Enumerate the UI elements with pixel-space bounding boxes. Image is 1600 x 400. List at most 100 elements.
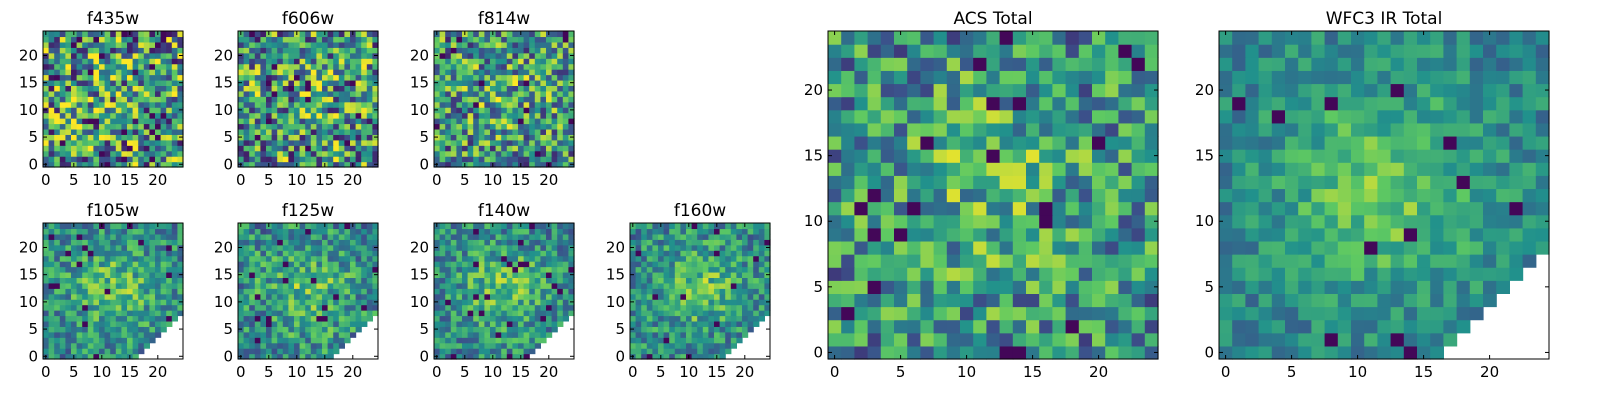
heatmap-cell	[143, 58, 150, 65]
heatmap-cell	[1092, 319, 1106, 334]
heatmap-cell	[445, 118, 452, 125]
heatmap-cell	[361, 255, 368, 262]
heatmap-cell	[327, 156, 334, 163]
heatmap-cell	[82, 79, 89, 86]
heatmap-cell	[305, 277, 312, 284]
heatmap-cell	[132, 31, 139, 38]
axes-frame	[433, 222, 575, 360]
heatmap-cell	[450, 47, 457, 54]
heatmap-cell	[1039, 293, 1053, 308]
heatmap-cell	[960, 306, 974, 321]
heatmap-cell	[867, 135, 882, 150]
heatmap-cell	[299, 293, 306, 300]
heatmap-cell	[155, 90, 162, 97]
heatmap-cell	[1012, 227, 1027, 242]
heatmap-cell	[652, 331, 659, 338]
heatmap-cell	[338, 112, 345, 119]
heatmap-cell	[999, 96, 1014, 111]
x-tick-label: 20	[343, 171, 362, 189]
heatmap-cell	[87, 85, 94, 92]
heatmap-cell	[462, 74, 469, 81]
heatmap-cell	[1105, 214, 1119, 229]
heatmap-cell	[540, 326, 547, 333]
heatmap-cell	[110, 310, 117, 317]
heatmap-cell	[568, 228, 575, 235]
heatmap-cell	[920, 83, 935, 98]
heatmap-cell	[322, 293, 329, 300]
heatmap-cell	[288, 101, 295, 108]
heatmap-cell	[434, 261, 441, 268]
heatmap-cell	[76, 145, 83, 152]
heatmap-cell	[753, 266, 760, 273]
heatmap-cell	[76, 271, 83, 278]
heatmap-cell	[48, 74, 55, 81]
heatmap-cell	[266, 52, 273, 59]
heatmap-cell	[854, 306, 869, 321]
heatmap-cell	[99, 299, 106, 306]
heatmap-cell	[540, 31, 547, 38]
heatmap-cell	[127, 337, 134, 344]
heatmap-cell	[880, 280, 895, 294]
heatmap-cell	[260, 255, 267, 262]
heatmap-cell	[551, 282, 558, 289]
heatmap-cell	[758, 233, 765, 240]
y-tick-label: 10	[214, 293, 233, 311]
heatmap-cell	[93, 348, 100, 355]
heatmap-cell	[562, 134, 569, 141]
heatmap-cell	[973, 306, 987, 321]
heatmap-cell	[518, 85, 525, 92]
heatmap-cell	[1092, 254, 1106, 268]
heatmap-cell	[87, 58, 94, 65]
heatmap-cell	[305, 123, 312, 130]
heatmap-cell	[736, 293, 743, 300]
heatmap-cell	[635, 223, 642, 230]
heatmap-cell	[473, 223, 480, 230]
heatmap-cell	[562, 223, 569, 230]
heatmap-cell	[467, 123, 474, 130]
heatmap-cell	[467, 282, 474, 289]
heatmap-cell	[562, 239, 569, 246]
heatmap-cell	[506, 150, 513, 157]
heatmap-cell	[305, 118, 312, 125]
heatmap-cell	[338, 299, 345, 306]
heatmap-cell	[484, 69, 491, 76]
heatmap-cell	[243, 348, 250, 355]
heatmap-cell	[562, 156, 569, 163]
heatmap-cell	[48, 326, 55, 333]
heatmap-cell	[299, 244, 306, 251]
heatmap-cell	[316, 90, 323, 97]
heatmap-cell	[316, 233, 323, 240]
heatmap-cell	[462, 101, 469, 108]
heatmap-cell	[132, 74, 139, 81]
heatmap-cell	[753, 255, 760, 262]
heatmap-cell	[344, 128, 351, 135]
heatmap-cell	[104, 320, 111, 327]
heatmap-cell	[439, 63, 446, 70]
heatmap-cell	[143, 161, 150, 168]
heatmap-cell	[327, 107, 334, 114]
heatmap-cell	[243, 255, 250, 262]
heatmap-cell	[439, 233, 446, 240]
y-tick-label: 20	[606, 238, 625, 256]
heatmap-cell	[104, 239, 111, 246]
heatmap-cell	[568, 74, 575, 81]
heatmap-cell	[450, 41, 457, 48]
heatmap-cell	[76, 107, 83, 114]
heatmap-cell	[115, 223, 122, 230]
heatmap-cell	[260, 150, 267, 157]
heatmap-cell	[305, 348, 312, 355]
heatmap-cell	[71, 233, 78, 240]
heatmap-cell	[333, 326, 340, 333]
heatmap-cell	[562, 288, 569, 295]
heatmap-cell	[523, 134, 530, 141]
heatmap-cell	[299, 304, 306, 311]
heatmap-cell	[894, 201, 908, 216]
heatmap-cell	[43, 85, 50, 92]
heatmap-cell	[115, 250, 122, 257]
heatmap-cell	[266, 90, 273, 97]
heatmap-cell	[534, 123, 541, 130]
heatmap-cell	[327, 69, 334, 76]
heatmap-cell	[48, 244, 55, 251]
heatmap-cell	[104, 128, 111, 135]
